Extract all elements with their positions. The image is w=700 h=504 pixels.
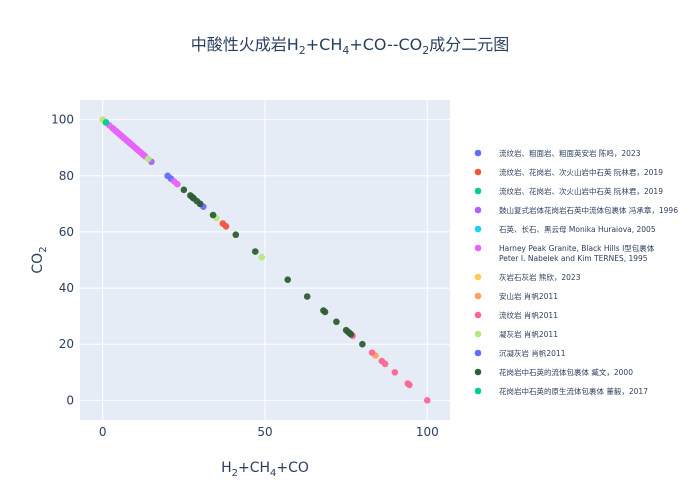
legend-marker bbox=[474, 387, 482, 395]
legend-item[interactable]: Harney Peak Granite, Black Hills I型包裹体Pe… bbox=[474, 243, 655, 263]
legend-item[interactable]: 石英、长石、黑云母 Monika Huraiova, 2005 bbox=[474, 224, 656, 234]
legend-item[interactable]: 花岗岩中石英的流体包裹体 臧文，2000 bbox=[474, 367, 633, 377]
legend-item[interactable]: 流纹岩 肖帆2011 bbox=[474, 310, 558, 320]
data-point bbox=[232, 231, 240, 239]
legend-label: 石英、长石、黑云母 Monika Huraiova, 2005 bbox=[499, 224, 656, 234]
legend-label: 花岗岩中石英的流体包裹体 臧文，2000 bbox=[499, 367, 633, 377]
legend-item[interactable]: 流纹岩、花岗岩、次火山岩中石英 阮林君，2019 bbox=[474, 167, 663, 177]
x-axis-label: H2+CH4+CO bbox=[221, 460, 309, 479]
legend-label: 流纹岩、粗面岩、粗面英安岩 陈鸣，2023 bbox=[499, 148, 641, 158]
legend-item[interactable]: 安山岩 肖帆2011 bbox=[474, 291, 558, 301]
y-tick-label: 80 bbox=[59, 169, 74, 183]
data-point bbox=[321, 308, 329, 316]
legend-marker bbox=[474, 368, 482, 376]
legend-item[interactable]: 流纹岩、花岗岩、次火山岩中石英 阮林君，2019 bbox=[474, 186, 663, 196]
legend-item[interactable]: 凝灰岩 肖帆2011 bbox=[474, 329, 558, 339]
legend-marker bbox=[474, 273, 482, 281]
legend-label: 鼓山复式岩体花岗岩石英中流体包裹体 冯承章，1996 bbox=[499, 205, 678, 215]
tick-labels: 0 50 100 0 20 40 60 80 100 bbox=[51, 113, 439, 439]
data-point bbox=[174, 180, 181, 188]
data-point bbox=[423, 397, 431, 404]
y-tick-label: 20 bbox=[59, 337, 74, 351]
legend-marker bbox=[474, 311, 482, 319]
legend-label-line2: Peter I. Nabelek and Kim TERNES, 1995 bbox=[499, 254, 648, 263]
legend-marker bbox=[474, 168, 482, 176]
data-point bbox=[333, 318, 340, 326]
x-tick-label: 50 bbox=[257, 425, 272, 439]
data-point bbox=[196, 200, 204, 208]
data-point bbox=[258, 253, 266, 261]
y-tick-label: 40 bbox=[59, 281, 74, 295]
legend-label: 流纹岩 肖帆2011 bbox=[499, 310, 558, 320]
legend-marker bbox=[474, 330, 482, 338]
legend-marker bbox=[474, 225, 482, 233]
legend-item[interactable]: 沉凝灰岩 肖帆2011 bbox=[474, 348, 566, 358]
data-point bbox=[381, 360, 389, 368]
legend-label: 沉凝灰岩 肖帆2011 bbox=[499, 348, 566, 358]
legend-marker bbox=[474, 244, 482, 252]
data-point bbox=[144, 155, 152, 163]
data-point bbox=[303, 293, 311, 300]
data-point bbox=[284, 276, 292, 283]
legend: 流纹岩、粗面岩、粗面英安岩 陈鸣，2023 流纹岩、花岗岩、次火山岩中石英 阮林君… bbox=[474, 148, 678, 396]
y-tick-label: 60 bbox=[59, 225, 74, 239]
data-point bbox=[251, 248, 259, 255]
legend-label: 流纹岩、花岗岩、次火山岩中石英 阮林君，2019 bbox=[499, 167, 663, 177]
x-tick-label: 100 bbox=[416, 425, 439, 439]
legend-marker bbox=[474, 187, 482, 195]
legend-marker bbox=[474, 149, 482, 157]
data-points bbox=[99, 116, 431, 404]
data-point bbox=[368, 349, 376, 356]
data-point bbox=[347, 331, 355, 338]
y-tick-label: 100 bbox=[51, 113, 74, 127]
legend-item[interactable]: 鼓山复式岩体花岗岩石英中流体包裹体 冯承章，1996 bbox=[474, 205, 678, 215]
y-axis-label: CO2 bbox=[30, 246, 49, 273]
data-point bbox=[102, 119, 110, 126]
data-point bbox=[359, 340, 366, 348]
legend-marker bbox=[474, 206, 482, 214]
legend-label: 花岗岩中石英的原生流体包裹体 董毅，2017 bbox=[499, 386, 648, 396]
legend-marker bbox=[474, 292, 482, 300]
data-point bbox=[391, 368, 399, 376]
x-tick-label: 0 bbox=[99, 425, 107, 439]
legend-label: 凝灰岩 肖帆2011 bbox=[499, 329, 558, 339]
data-point bbox=[406, 381, 413, 389]
legend-item[interactable]: 流纹岩、粗面岩、粗面英安岩 陈鸣，2023 bbox=[474, 148, 641, 158]
data-point bbox=[209, 211, 217, 219]
chart-title: 中酸性火成岩H2+CH4+CO--CO2成分二元图 bbox=[191, 35, 510, 57]
legend-label: 安山岩 肖帆2011 bbox=[499, 291, 558, 301]
data-point bbox=[180, 186, 188, 194]
legend-label: 灰岩石灰岩 熊欣，2023 bbox=[499, 272, 581, 282]
legend-label: Harney Peak Granite, Black Hills I型包裹体 bbox=[499, 243, 655, 253]
data-point bbox=[222, 223, 230, 230]
legend-item[interactable]: 花岗岩中石英的原生流体包裹体 董毅，2017 bbox=[474, 386, 648, 396]
gridlines bbox=[80, 100, 450, 420]
legend-item[interactable]: 灰岩石灰岩 熊欣，2023 bbox=[474, 272, 581, 282]
legend-marker bbox=[474, 349, 482, 357]
y-tick-label: 0 bbox=[66, 393, 74, 407]
legend-label: 流纹岩、花岗岩、次火山岩中石英 阮林君，2019 bbox=[499, 186, 663, 196]
